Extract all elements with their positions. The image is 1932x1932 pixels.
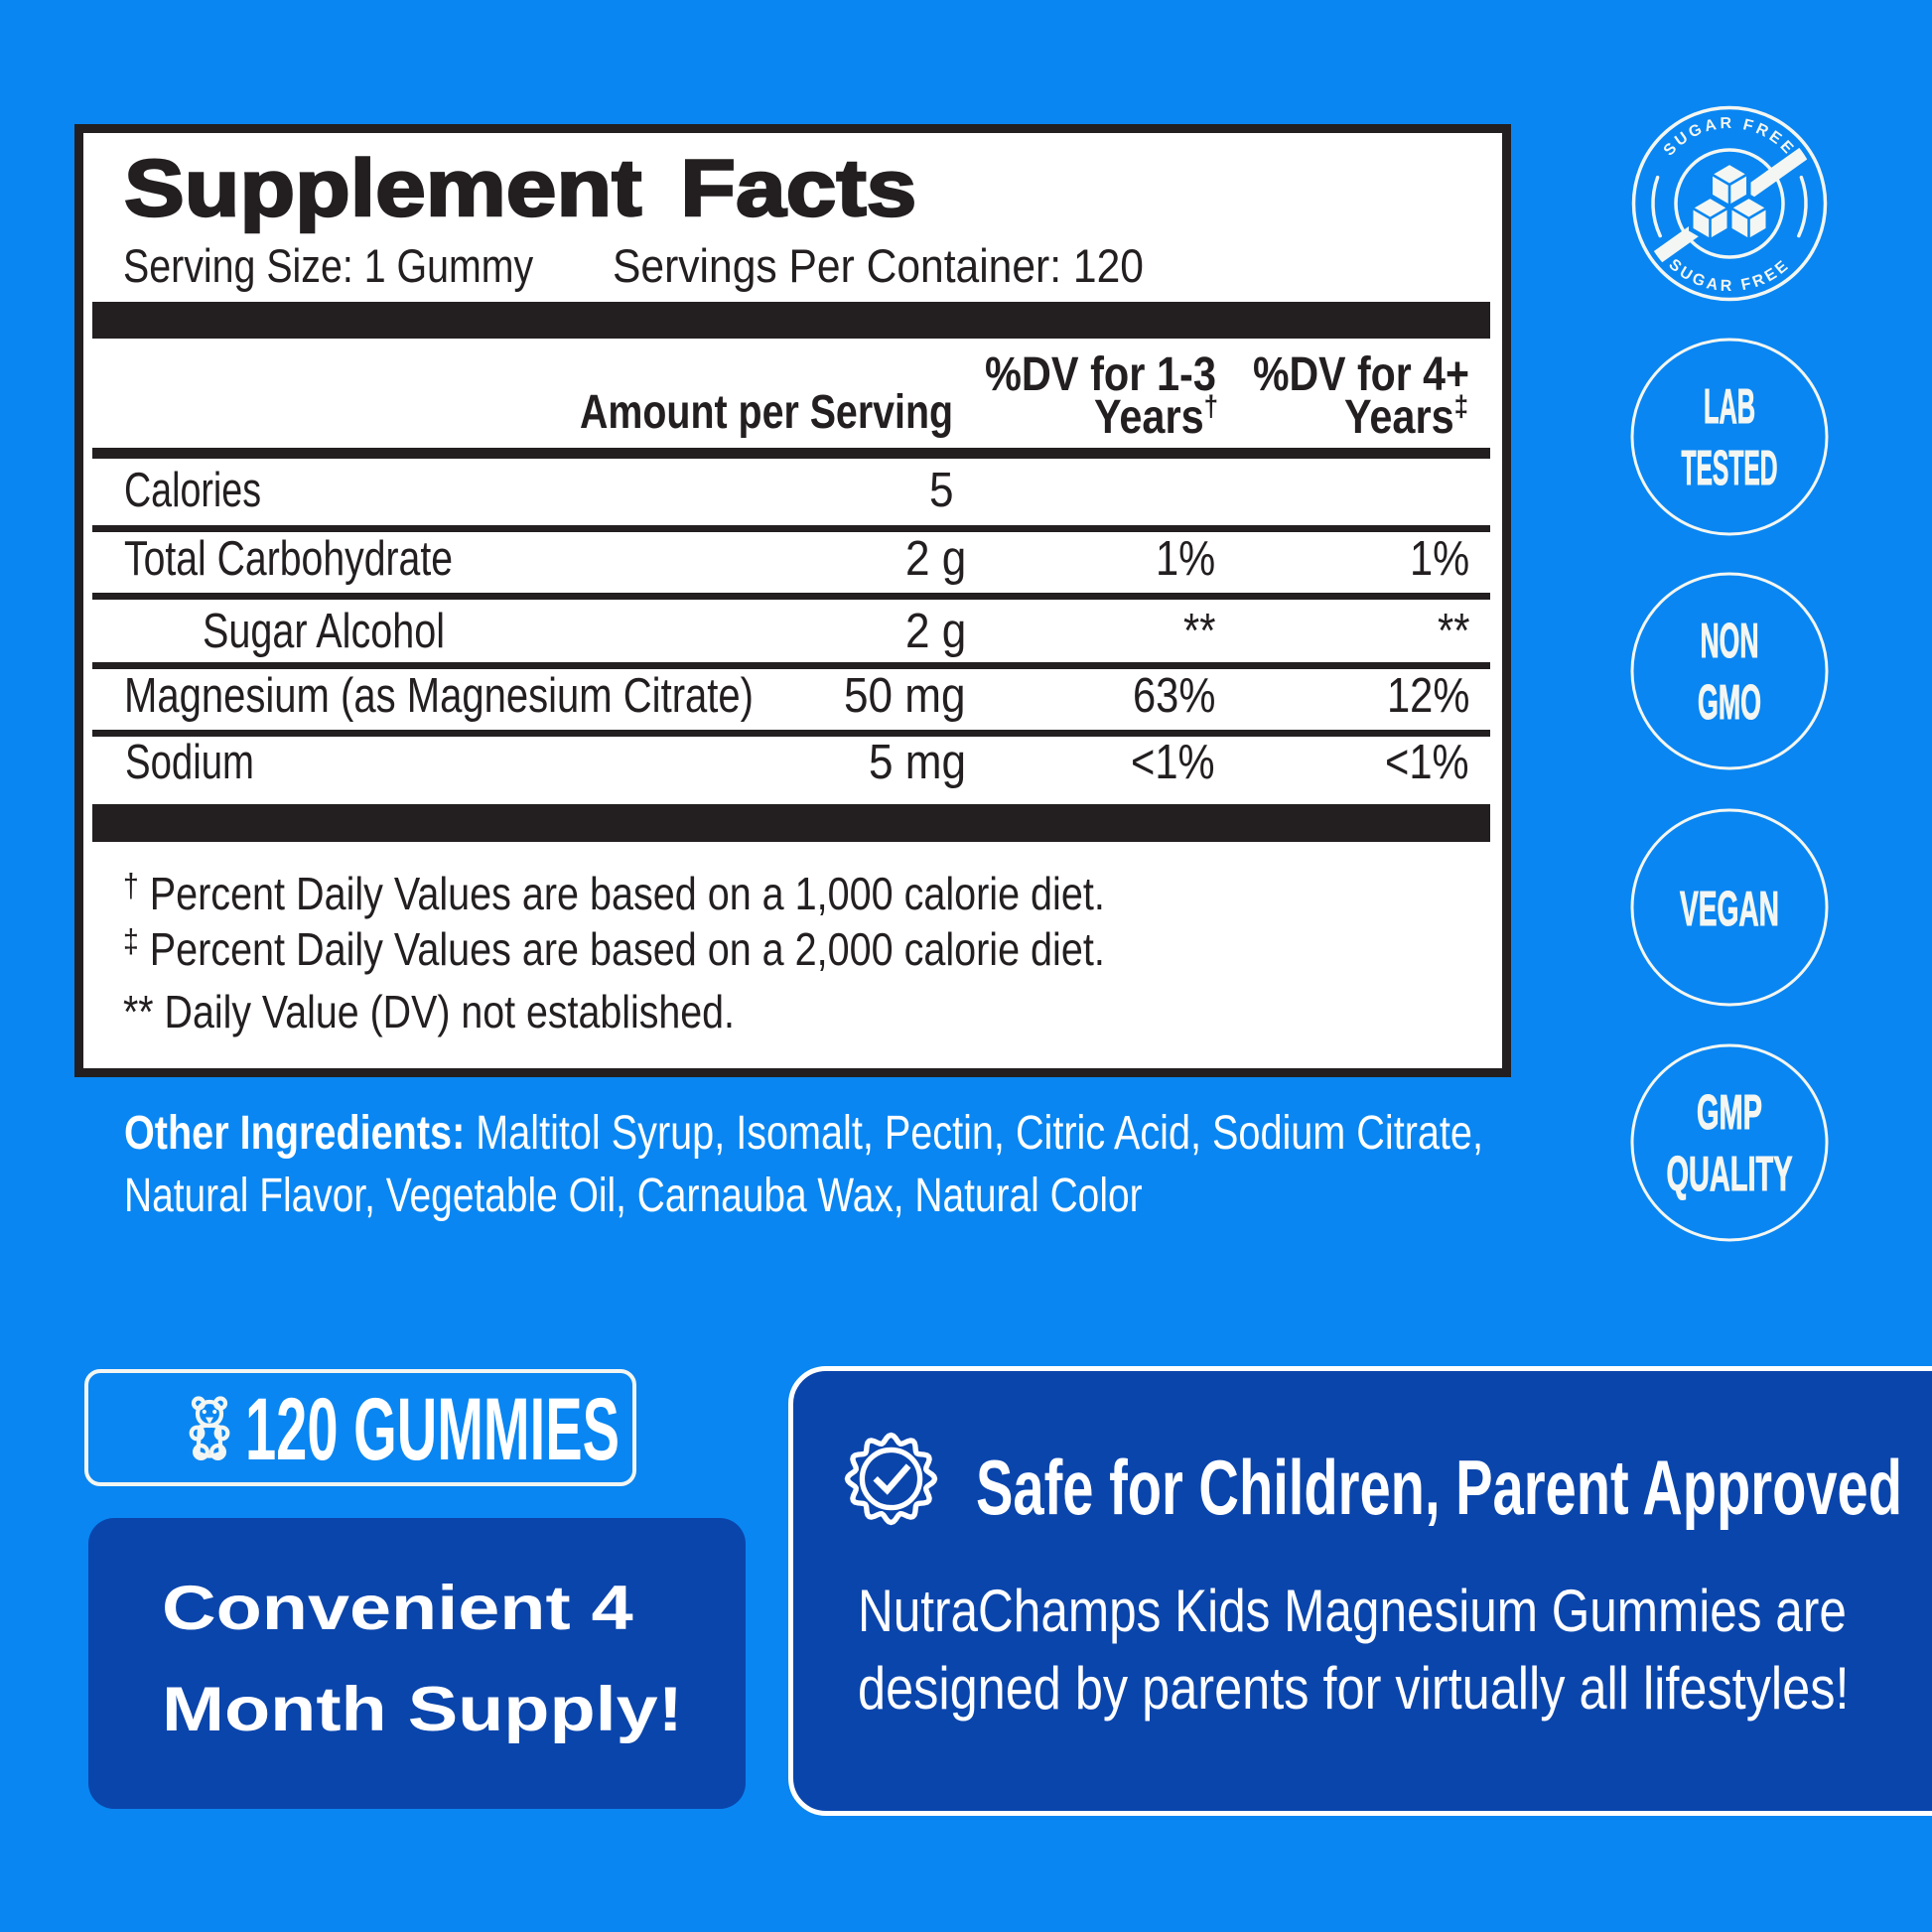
svg-text:120 GUMMIES: 120 GUMMIES <box>245 1379 620 1469</box>
svg-text:GMP: GMP <box>1697 1086 1762 1140</box>
svg-text:TESTED: TESTED <box>1682 442 1778 495</box>
svg-text:LAB: LAB <box>1704 380 1755 434</box>
svg-text:VEGAN: VEGAN <box>1680 883 1779 936</box>
svg-text:Safe for Children, Parent Appr: Safe for Children, Parent Approved <box>976 1444 1902 1531</box>
svg-text:GMO: GMO <box>1698 676 1761 730</box>
svg-text:QUALITY: QUALITY <box>1667 1148 1793 1201</box>
svg-text:NON: NON <box>1701 615 1759 668</box>
